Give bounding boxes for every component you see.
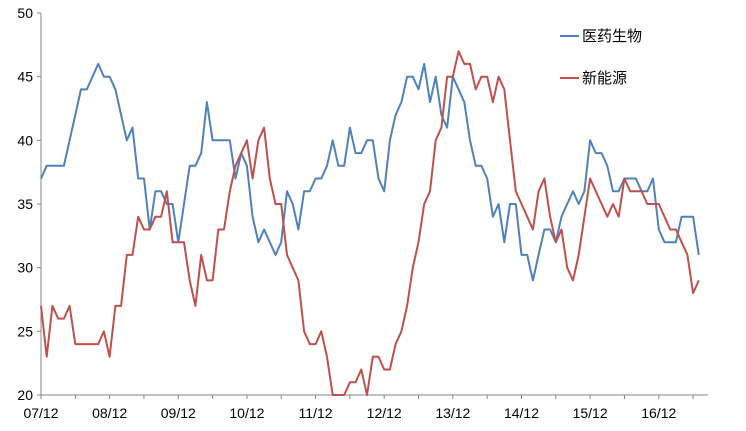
y-tick-label: 40	[17, 132, 33, 148]
x-tick-label: 15/12	[573, 405, 608, 421]
x-tick-label: 14/12	[504, 405, 539, 421]
x-tick-label: 13/12	[435, 405, 470, 421]
x-tick-label: 11/12	[299, 405, 333, 421]
x-tick-label: 12/12	[367, 405, 402, 421]
x-axis-ticks: 07/12 08/12 09/12 10/12 11/12 12/12 13/12 14/12…	[23, 395, 694, 421]
y-tick-label: 50	[17, 5, 33, 21]
legend: 医药生物 新能源	[560, 27, 642, 87]
x-tick-label: 09/12	[161, 405, 196, 421]
x-tick-label: 10/12	[229, 405, 264, 421]
y-tick-label: 20	[17, 387, 33, 403]
y-tick-label: 25	[17, 323, 33, 339]
x-tick-label: 07/12	[23, 405, 58, 421]
series-line-1	[40, 62, 700, 282]
y-tick-label: 45	[17, 69, 33, 85]
legend-label-series-1: 医药生物	[582, 27, 642, 45]
legend-label-series-2: 新能源	[582, 69, 627, 87]
series-lines	[40, 50, 700, 396]
x-tick-label: 08/12	[92, 405, 127, 421]
y-tick-label: 30	[17, 260, 33, 276]
x-tick-label: 16/12	[641, 405, 676, 421]
y-axis-ticks: 20 25 30 35 40 45 50	[17, 5, 41, 403]
y-tick-label: 35	[17, 196, 33, 212]
series-line-2	[40, 50, 700, 396]
